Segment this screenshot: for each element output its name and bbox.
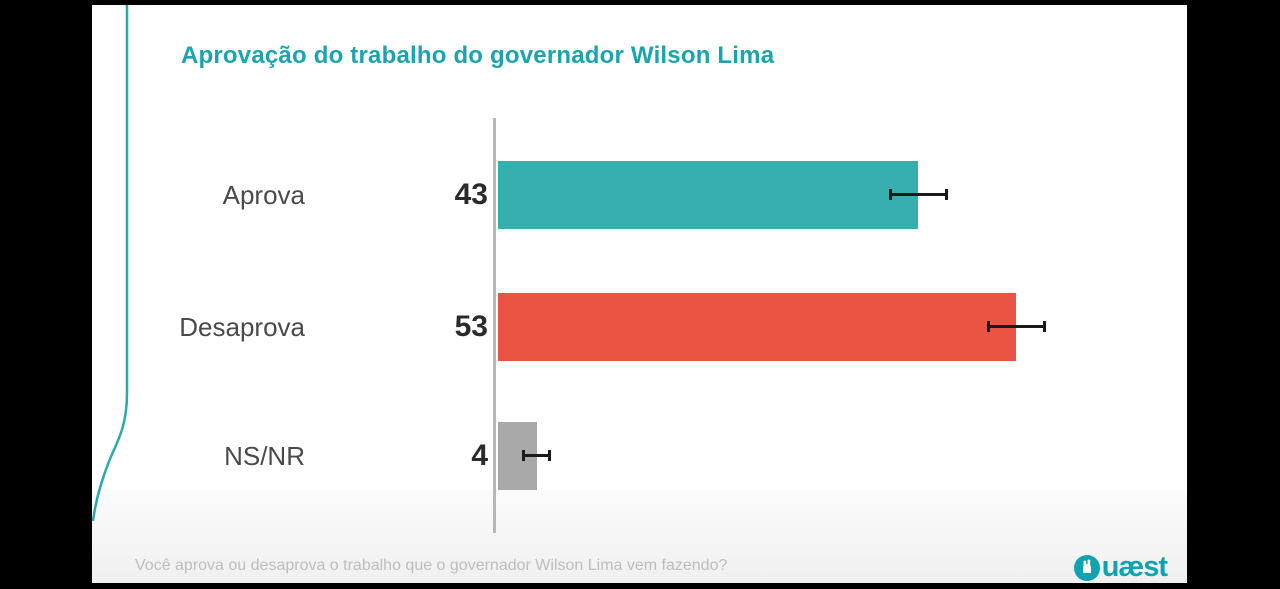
bottom-gray-band: [92, 490, 1187, 583]
error-bar-cap: [889, 189, 892, 200]
bar-aprova: [498, 161, 918, 229]
error-bar-cap: [987, 321, 990, 332]
bar-desaprova: [498, 293, 1016, 361]
category-label: Aprova: [222, 180, 305, 210]
category-label: NS/NR: [224, 441, 305, 471]
quaest-logo: uæst: [1073, 551, 1168, 583]
error-bar: [889, 189, 948, 200]
chart-title: Aprovação do trabalho do governador Wils…: [181, 42, 775, 69]
error-bar-cap: [522, 450, 525, 461]
quaest-logo-text: uæst: [1101, 551, 1168, 583]
poll-slide: Aprovação do trabalho do governador Wils…: [92, 5, 1187, 583]
error-bar: [987, 321, 1046, 332]
category-label: Desaprova: [179, 312, 305, 342]
value-label: 53: [454, 310, 488, 343]
quaest-q-icon: [1073, 554, 1100, 581]
value-label: 43: [454, 178, 488, 211]
baseline-axis: [493, 118, 496, 533]
error-bar-cap: [548, 450, 551, 461]
error-bar-cap: [1043, 321, 1046, 332]
survey-question: Você aprova ou desaprova o trabalho que …: [135, 557, 728, 574]
value-label: 4: [471, 439, 488, 472]
error-bar: [522, 450, 551, 461]
bar-chart: Aprova 43 Desaprova 53 NS/NR 4: [92, 5, 1187, 583]
error-bar-cap: [945, 189, 948, 200]
